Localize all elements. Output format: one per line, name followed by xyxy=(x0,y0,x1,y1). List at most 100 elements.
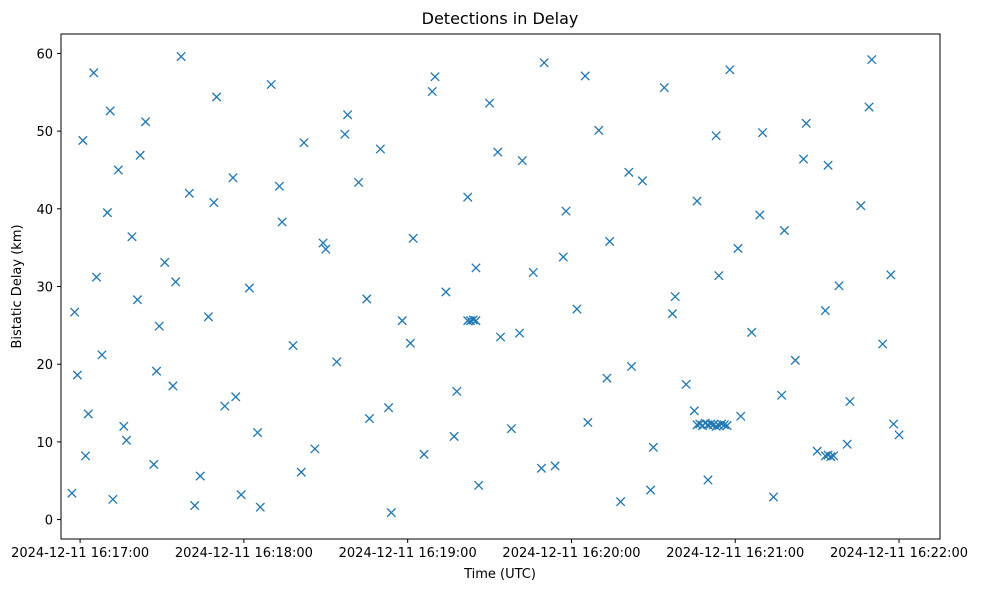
data-point xyxy=(149,459,159,470)
data-point xyxy=(755,210,765,220)
data-point xyxy=(321,244,331,254)
data-point xyxy=(689,406,699,416)
y-tick-label: 60 xyxy=(36,47,53,62)
data-point xyxy=(91,272,102,282)
data-point xyxy=(539,58,549,68)
data-point xyxy=(220,401,230,411)
data-point xyxy=(105,106,115,116)
data-point xyxy=(716,419,727,429)
data-point xyxy=(121,435,132,445)
x-tick-label: 2024-12-11 16:20:00 xyxy=(502,546,640,561)
data-point xyxy=(170,277,181,287)
data-point xyxy=(602,373,612,383)
data-point xyxy=(626,361,637,372)
x-axis-label: Time (UTC) xyxy=(463,567,536,582)
data-point xyxy=(706,419,716,429)
data-point xyxy=(203,312,214,322)
data-point xyxy=(296,467,306,477)
data-points xyxy=(67,51,904,518)
data-point xyxy=(798,154,809,164)
data-point xyxy=(127,232,137,242)
data-point xyxy=(78,135,88,146)
y-axis: 0 10 20 30 40 50 60 xyxy=(36,47,61,529)
data-point xyxy=(80,451,91,461)
data-point xyxy=(746,327,757,337)
y-tick-label: 40 xyxy=(36,203,53,218)
data-point xyxy=(463,192,473,202)
data-point xyxy=(561,206,571,216)
data-point xyxy=(681,379,691,390)
data-point xyxy=(353,177,364,188)
data-point xyxy=(102,208,113,218)
data-point xyxy=(168,381,178,391)
data-point xyxy=(790,355,800,365)
data-point xyxy=(856,201,866,211)
data-point xyxy=(362,294,372,304)
data-point xyxy=(725,65,735,75)
data-point xyxy=(160,257,170,268)
data-point xyxy=(826,451,836,462)
data-point xyxy=(299,138,309,148)
data-point xyxy=(255,502,265,512)
y-axis-label: Bistatic Delay (km) xyxy=(10,224,25,348)
data-point xyxy=(154,321,164,331)
x-tick-label: 2024-12-11 16:17:00 xyxy=(11,546,149,561)
data-point xyxy=(474,480,484,491)
plot-area xyxy=(60,33,941,540)
data-point xyxy=(140,117,151,127)
data-point xyxy=(72,370,83,380)
data-point xyxy=(427,86,437,97)
data-point xyxy=(419,449,429,459)
data-point xyxy=(517,155,527,166)
data-point xyxy=(97,350,107,360)
data-point xyxy=(842,439,852,449)
data-point xyxy=(69,307,80,317)
data-point xyxy=(768,492,779,502)
data-point xyxy=(495,332,506,342)
data-point xyxy=(274,181,285,191)
data-point xyxy=(594,125,604,135)
data-point xyxy=(231,392,241,402)
data-point xyxy=(615,497,626,507)
y-tick-label: 10 xyxy=(36,436,53,451)
data-point xyxy=(823,160,833,170)
data-point xyxy=(383,403,394,413)
data-point xyxy=(441,287,451,297)
data-point xyxy=(605,236,615,247)
data-point xyxy=(580,71,590,81)
data-point xyxy=(135,150,145,160)
data-point xyxy=(318,238,328,248)
data-point xyxy=(449,431,459,442)
data-point xyxy=(244,283,255,293)
x-tick-label: 2024-12-11 16:22:00 xyxy=(830,546,968,561)
data-point xyxy=(645,485,656,495)
data-point xyxy=(288,340,298,351)
data-point xyxy=(277,217,287,227)
data-point xyxy=(471,263,481,273)
data-point xyxy=(572,304,582,314)
data-point xyxy=(722,420,732,431)
data-point xyxy=(340,129,350,139)
data-point xyxy=(514,328,525,338)
data-point xyxy=(67,488,77,498)
data-point xyxy=(583,417,593,428)
data-point xyxy=(733,243,743,254)
data-point xyxy=(266,79,276,90)
data-point xyxy=(108,494,118,505)
data-point xyxy=(558,252,568,262)
data-point xyxy=(536,463,547,473)
data-point xyxy=(711,131,721,141)
data-point xyxy=(83,409,93,419)
data-point xyxy=(711,421,721,432)
data-point xyxy=(468,315,478,325)
data-point xyxy=(886,270,896,280)
x-tick-label: 2024-12-11 16:21:00 xyxy=(666,546,804,561)
x-tick-label: 2024-12-11 16:18:00 xyxy=(175,546,313,561)
data-point xyxy=(550,461,560,471)
data-point xyxy=(119,421,129,432)
data-point xyxy=(801,118,811,129)
y-tick-label: 30 xyxy=(36,281,53,296)
data-point xyxy=(828,451,839,461)
data-point xyxy=(113,165,123,175)
